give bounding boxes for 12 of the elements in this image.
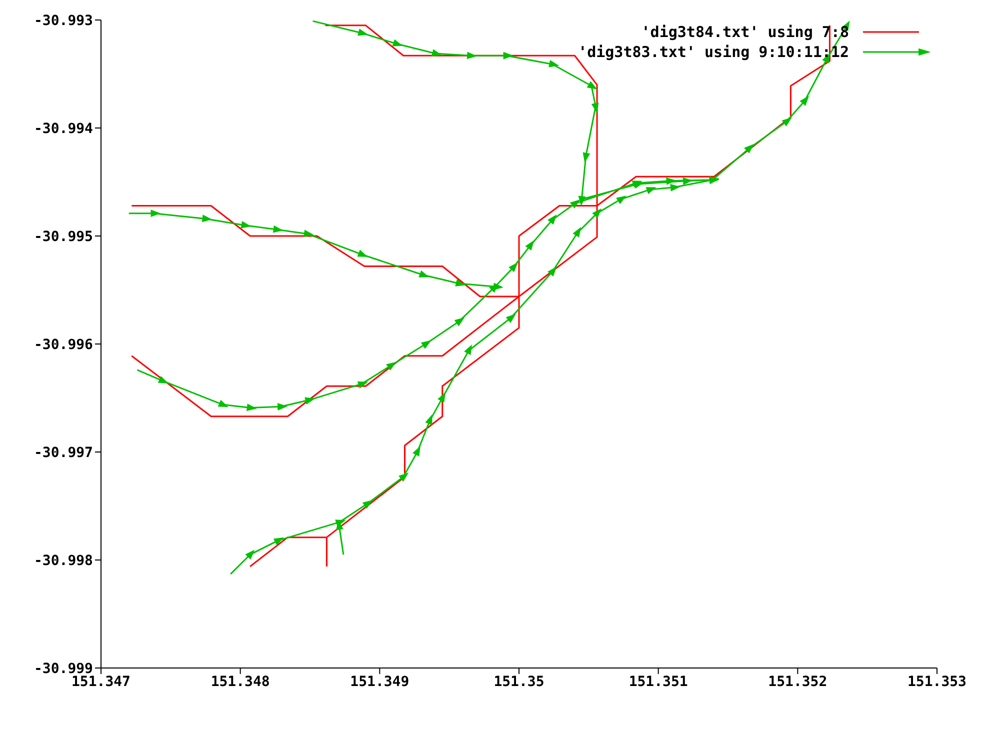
x-tick-label: 151.353	[907, 674, 967, 690]
y-tick-label: -30.994	[34, 120, 93, 137]
y-tick-label: -30.998	[34, 552, 93, 569]
x-tick-label: 151.348	[210, 674, 270, 690]
y-tick-label: -30.993	[34, 12, 93, 29]
y-tick-label: -30.995	[34, 228, 93, 245]
x-tick-label: 151.35	[494, 674, 544, 690]
y-tick-label: -30.996	[34, 336, 93, 353]
y-tick-label: -30.997	[34, 444, 93, 461]
x-tick-label: 151.349	[350, 674, 410, 690]
x-tick-label: 151.351	[628, 674, 688, 690]
x-tick-label: 151.352	[768, 674, 828, 690]
